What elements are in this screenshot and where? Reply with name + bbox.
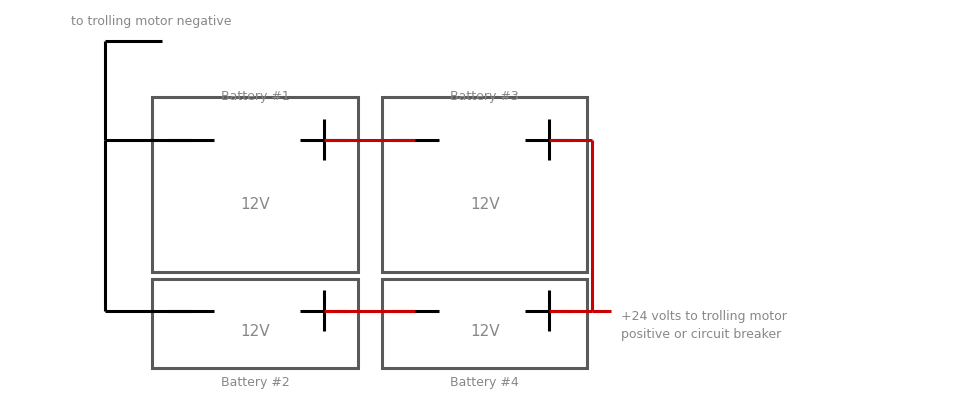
Text: to trolling motor negative: to trolling motor negative — [71, 15, 231, 28]
FancyBboxPatch shape — [382, 279, 587, 368]
Text: 12V: 12V — [241, 197, 270, 212]
FancyBboxPatch shape — [152, 279, 358, 368]
FancyBboxPatch shape — [382, 97, 587, 272]
Text: +24 volts to trolling motor
positive or circuit breaker: +24 volts to trolling motor positive or … — [621, 310, 787, 341]
FancyBboxPatch shape — [152, 97, 358, 272]
Text: 12V: 12V — [241, 324, 270, 339]
Text: Battery #2: Battery #2 — [221, 376, 290, 389]
Text: 12V: 12V — [470, 324, 499, 339]
Text: 12V: 12V — [470, 197, 499, 212]
Text: Battery #1: Battery #1 — [221, 90, 290, 103]
Text: Battery #4: Battery #4 — [450, 376, 520, 389]
Text: Battery #3: Battery #3 — [450, 90, 520, 103]
